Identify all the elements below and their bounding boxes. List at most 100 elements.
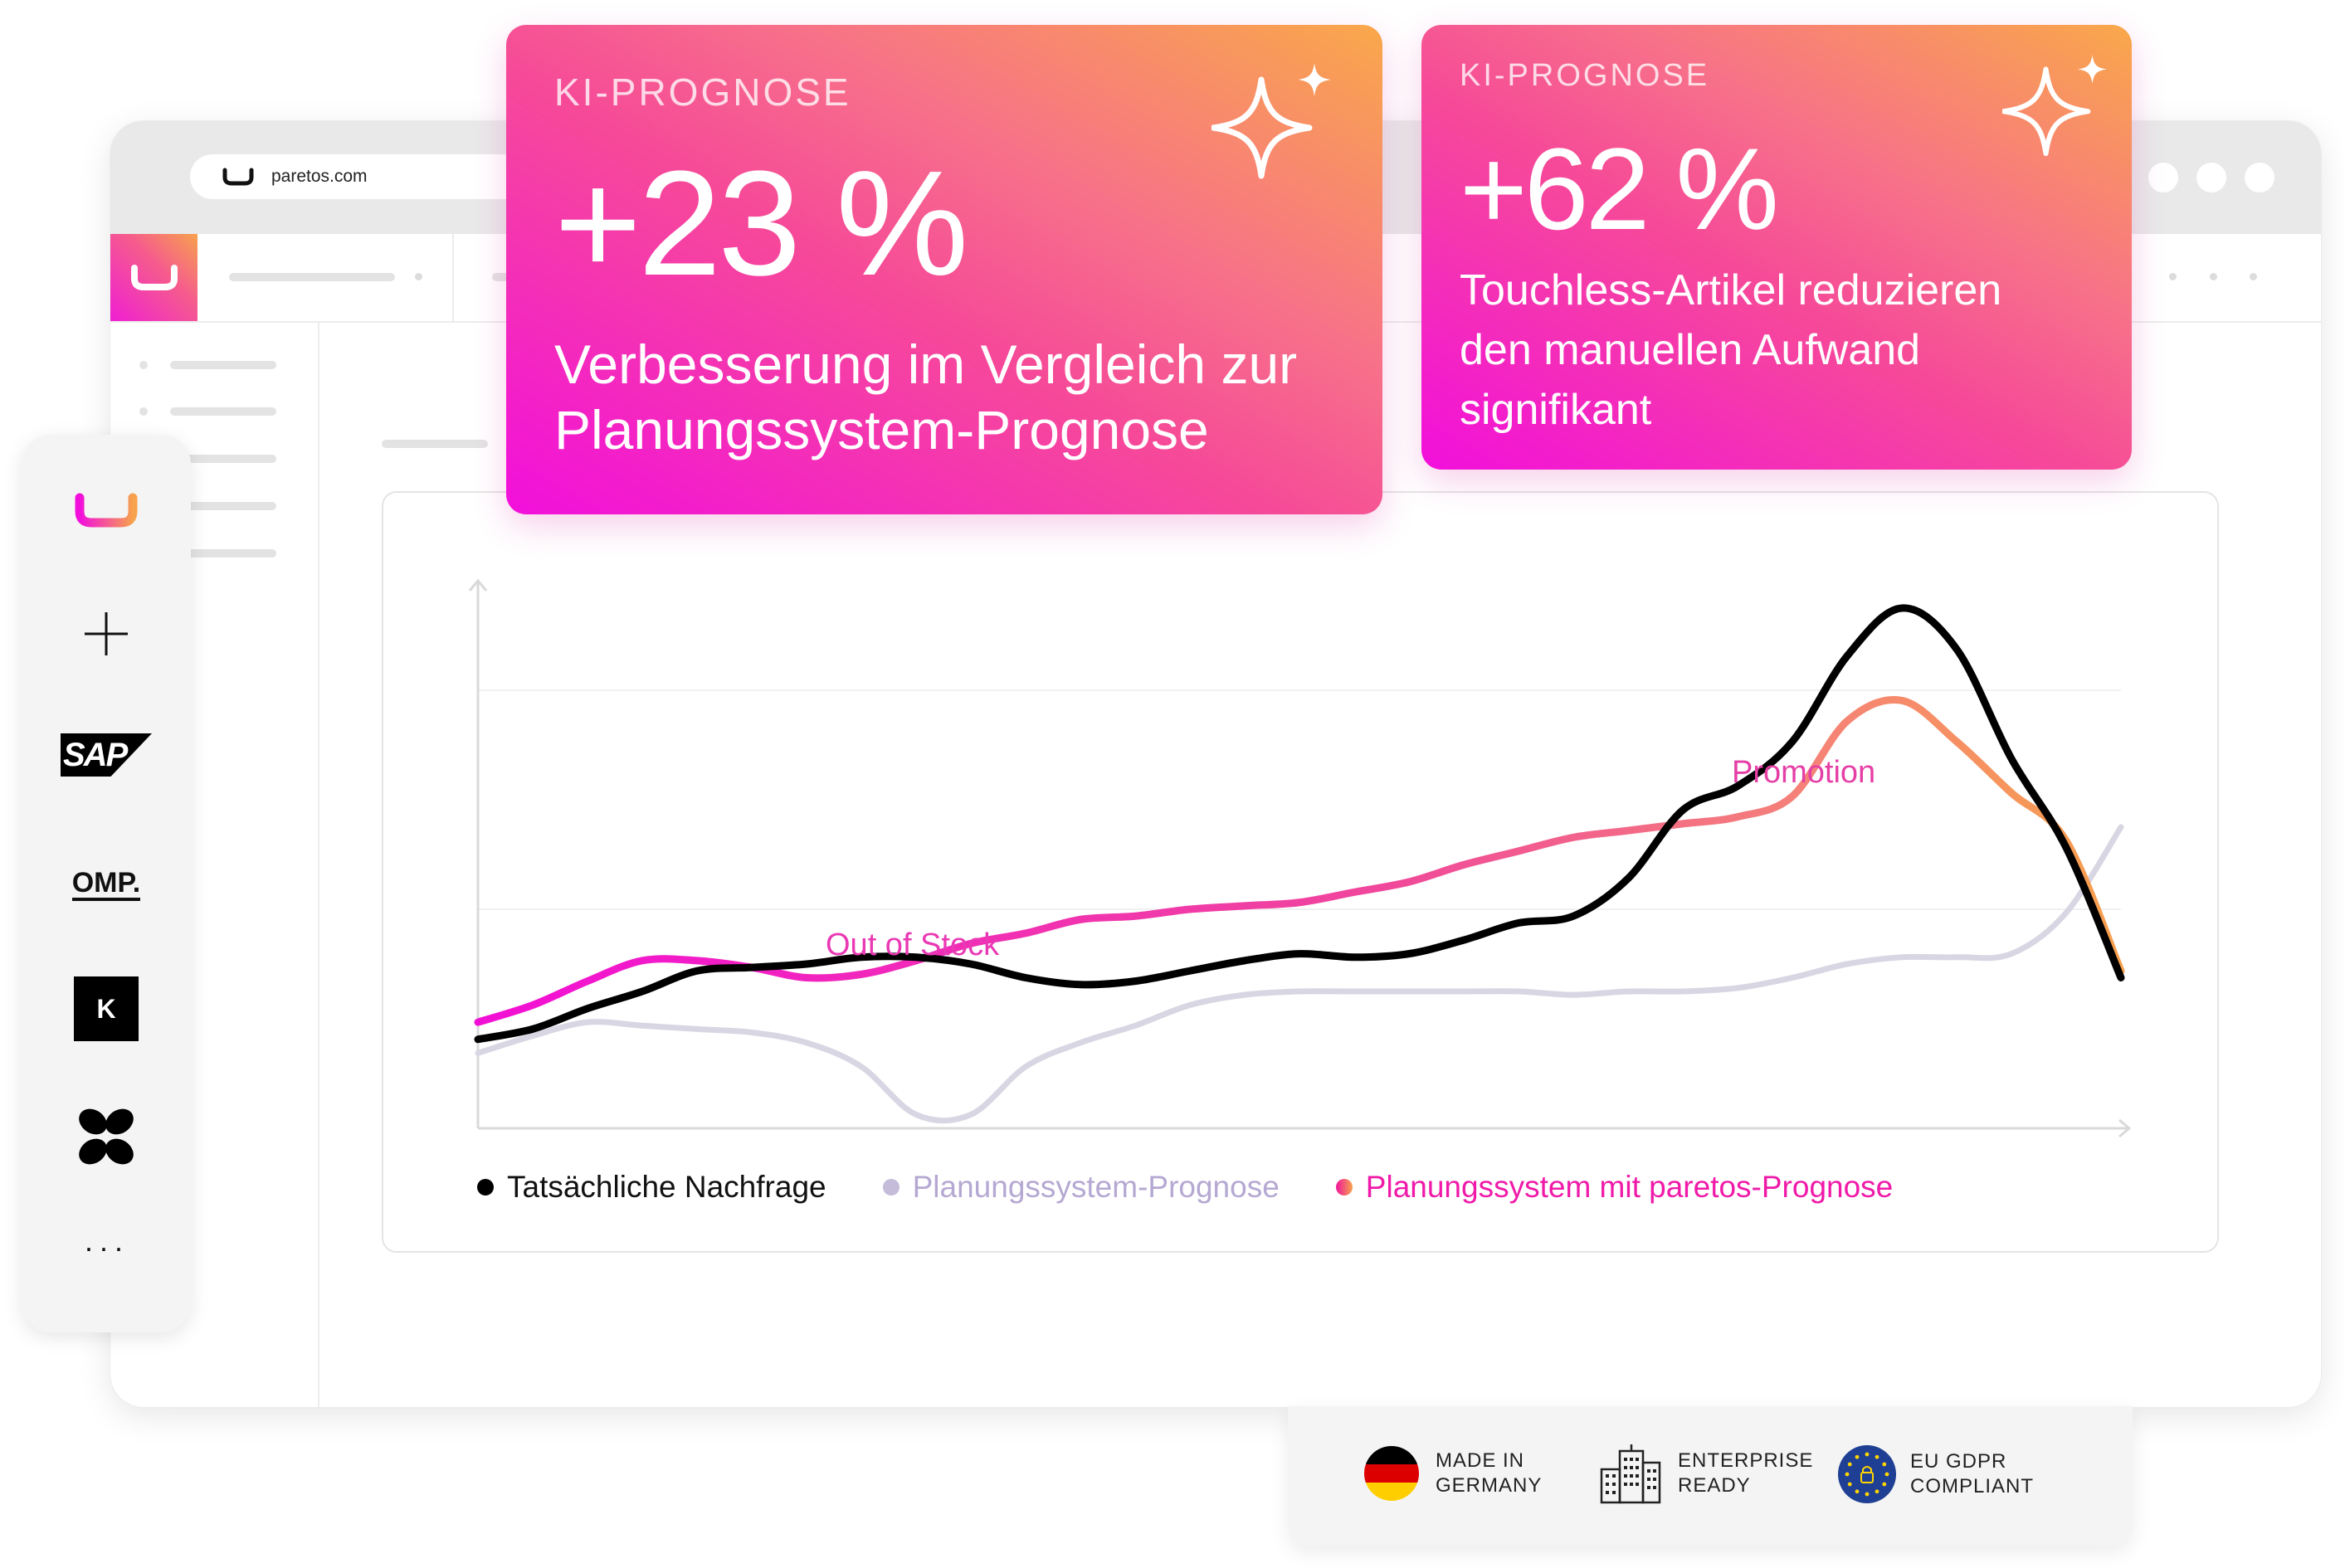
- sparkle-icon: [1212, 63, 1331, 179]
- more-integrations-button[interactable]: ···: [22, 1230, 191, 1264]
- badge-made-in-germany: MADE IN GERMANY: [1364, 1446, 1542, 1501]
- eu-star: [1875, 1454, 1879, 1459]
- eu-lock-icon: [1838, 1445, 1896, 1503]
- integration-paretos[interactable]: [22, 486, 191, 536]
- legend-dot-planning: [882, 1179, 899, 1195]
- kpi-label: KI-PROGNOSE: [554, 71, 851, 114]
- germany-flag-icon: [1364, 1446, 1419, 1501]
- legend-item-paretos: Planungssystem mit paretos-Prognose: [1335, 1170, 1894, 1205]
- sap-logo-icon: SAP: [61, 733, 152, 777]
- paretos-logo-icon: [222, 168, 254, 186]
- annotation-out-of-stock: Out of Stock: [826, 928, 1000, 962]
- kpi-value: +23 %: [554, 140, 968, 307]
- eu-star: [1875, 1489, 1879, 1494]
- integration-k[interactable]: K: [22, 976, 191, 1042]
- sidebar-item[interactable]: [170, 361, 276, 369]
- nav-dot: [2169, 273, 2177, 280]
- kpi-description-line: Planungssystem-Prognose: [554, 399, 1209, 461]
- y-axis: [468, 578, 488, 1128]
- badge-label: MADE IN GERMANY: [1436, 1449, 1542, 1498]
- eu-star: [1882, 1482, 1887, 1487]
- badge-eu-gdpr: EU GDPR COMPLIANT: [1837, 1444, 2034, 1504]
- badge-line: EU GDPR: [1910, 1450, 2007, 1473]
- sidebar-item[interactable]: [170, 502, 276, 510]
- legend-dot-paretos: [1335, 1179, 1353, 1195]
- kpi-value: +62 %: [1460, 124, 1779, 254]
- kpi-description: Touchless-Artikel reduzieren den manuell…: [1460, 261, 2001, 440]
- sidebar-divider: [318, 323, 319, 1407]
- badge-line: COMPLIANT: [1910, 1475, 2035, 1497]
- nav-dot: [2210, 273, 2217, 280]
- kpi-label: KI-PROGNOSE: [1460, 58, 1710, 93]
- sparkle-icon: [2002, 55, 2107, 157]
- paretos-logo-icon: [130, 264, 178, 290]
- kpi-description-line: den manuellen Aufwand: [1460, 326, 1921, 374]
- k-logo-text: K: [96, 993, 116, 1024]
- badge-line: ENTERPRISE: [1678, 1449, 1814, 1472]
- integrations-panel: SAP OMP. K ···: [22, 435, 191, 1332]
- paretos-logo-icon: [75, 493, 138, 528]
- integration-sap[interactable]: SAP: [22, 730, 191, 780]
- window-dot[interactable]: [2148, 163, 2178, 192]
- forecast-chart-card: [382, 491, 2219, 1253]
- kpi-card-forecast-improvement: KI-PROGNOSE +23 % Verbesserung im Vergle…: [506, 25, 1382, 514]
- building-icon: [1600, 1444, 1661, 1504]
- badge-line: READY: [1678, 1474, 1751, 1497]
- nav-placeholder: [229, 273, 395, 281]
- annotation-promotion: Promotion: [1732, 755, 1876, 790]
- legend-item-planning: Planungssystem-Prognose: [882, 1170, 1280, 1205]
- nav-dot: [415, 273, 422, 280]
- legend-label-planning: Planungssystem-Prognose: [912, 1170, 1280, 1204]
- kpi-description-line: Touchless-Artikel reduzieren: [1460, 266, 2002, 314]
- badge-label: EU GDPR COMPLIANT: [1910, 1449, 2034, 1499]
- legend-item-actual: Tatsächliche Nachfrage: [477, 1170, 826, 1205]
- kpi-description-line: signifikant: [1460, 386, 1652, 434]
- eu-star: [1855, 1489, 1860, 1494]
- eu-star: [1865, 1452, 1870, 1457]
- omp-logo-icon: OMP.: [71, 868, 141, 901]
- butterfly-logo-icon: [79, 1108, 134, 1165]
- x-axis: [478, 1118, 2132, 1138]
- more-dots-icon: ···: [84, 1230, 129, 1264]
- sidebar-item[interactable]: [170, 407, 276, 416]
- badge-enterprise-ready: ENTERPRISE READY: [1598, 1443, 1813, 1504]
- k-logo-icon: K: [74, 976, 139, 1041]
- page-title-placeholder: [382, 440, 488, 448]
- forecast-chart: [468, 578, 2132, 1138]
- sidebar-item[interactable]: [170, 455, 276, 463]
- eu-star: [1855, 1454, 1860, 1459]
- sidebar-dot: [139, 407, 148, 416]
- eu-star: [1845, 1472, 1850, 1477]
- nav-placeholder: [492, 273, 509, 281]
- app-logo[interactable]: [110, 234, 197, 321]
- legend-label-paretos: Planungssystem mit paretos-Prognose: [1365, 1170, 1894, 1204]
- window-dot[interactable]: [2245, 163, 2274, 192]
- integration-omp[interactable]: OMP.: [22, 859, 191, 909]
- eu-star: [1884, 1472, 1889, 1477]
- series-line-paretos-forecast: [474, 696, 2125, 1026]
- kpi-description: Verbesserung im Vergleich zur Planungssy…: [554, 332, 1297, 463]
- badge-line: GERMANY: [1436, 1474, 1543, 1497]
- eu-star: [1882, 1462, 1887, 1467]
- trust-badges: MADE IN GERMANY: [1288, 1406, 2133, 1546]
- plus-icon: [85, 612, 128, 655]
- eu-star: [1865, 1492, 1870, 1497]
- chart-legend: Tatsächliche Nachfrage Planungssystem-Pr…: [477, 1170, 1949, 1205]
- integration-butterfly[interactable]: [22, 1103, 191, 1170]
- series-line-actual-demand: [474, 604, 2125, 1044]
- series-line-planning-forecast: [475, 824, 2124, 1124]
- header-divider: [452, 234, 454, 321]
- kpi-card-touchless-articles: KI-PROGNOSE +62 % Touchless-Artikel redu…: [1421, 25, 2132, 470]
- window-dot[interactable]: [2196, 163, 2226, 192]
- badge-line: MADE IN: [1436, 1449, 1525, 1472]
- sidebar-item[interactable]: [170, 549, 276, 558]
- eu-star: [1847, 1462, 1852, 1467]
- nav-dot: [2250, 273, 2257, 280]
- kpi-description-line: Verbesserung im Vergleich zur: [554, 334, 1298, 395]
- add-integration-button[interactable]: [22, 609, 191, 659]
- sidebar-dot: [139, 361, 148, 369]
- legend-dot-actual: [477, 1179, 494, 1195]
- badge-label: ENTERPRISE READY: [1678, 1449, 1813, 1498]
- legend-label-actual: Tatsächliche Nachfrage: [507, 1170, 826, 1204]
- eu-star: [1847, 1482, 1852, 1487]
